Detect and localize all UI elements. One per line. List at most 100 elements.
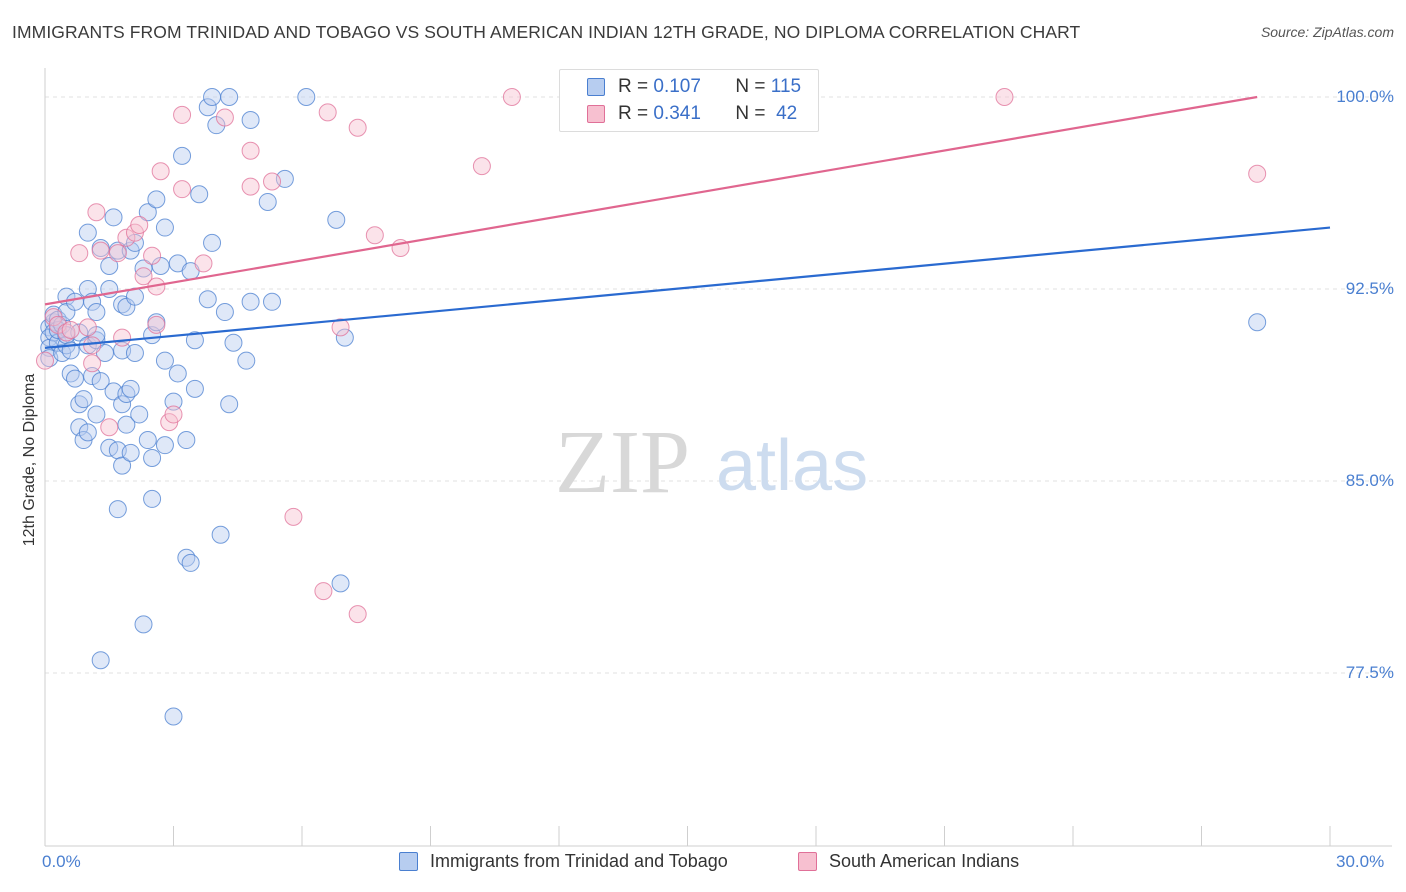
point-trinidad-tobago (74, 390, 93, 409)
point-south-american-indian (215, 108, 234, 127)
point-south-american-indian (348, 118, 367, 137)
point-south-american-indian (91, 241, 110, 260)
point-trinidad-tobago (185, 331, 204, 350)
y-tick-label: 77.5% (1345, 663, 1394, 682)
bottom-legend-label-series1: Immigrants from Trinidad and Tobago (430, 851, 728, 871)
point-south-american-indian (113, 328, 132, 347)
point-trinidad-tobago (91, 372, 110, 391)
x-tick-label-min: 0.0% (42, 852, 81, 871)
bottom-legend-swatch-blue (399, 852, 418, 871)
point-trinidad-tobago (83, 367, 102, 386)
point-trinidad-tobago (173, 146, 192, 165)
point-south-american-indian (284, 507, 303, 526)
point-trinidad-tobago (138, 431, 157, 450)
legend-swatch-blue (587, 78, 605, 96)
point-trinidad-tobago (198, 290, 217, 309)
source-label: Source: ZipAtlas.com (1260, 24, 1394, 40)
legend-n-label: N = (735, 76, 766, 97)
point-south-american-indian (365, 226, 384, 245)
point-trinidad-tobago (65, 369, 84, 388)
point-south-american-indian (263, 172, 282, 191)
point-trinidad-tobago (134, 615, 153, 634)
point-south-american-indian (318, 103, 337, 122)
point-trinidad-tobago (185, 379, 204, 398)
point-trinidad-tobago (263, 292, 282, 311)
point-trinidad-tobago (215, 303, 234, 322)
point-trinidad-tobago (181, 553, 200, 572)
legend-n-label: N = (735, 103, 766, 124)
point-south-american-indian (1248, 164, 1267, 183)
point-south-american-indian (472, 157, 491, 176)
point-south-american-indian (70, 244, 89, 263)
point-trinidad-tobago (177, 431, 196, 450)
point-trinidad-tobago (1248, 313, 1267, 332)
point-south-american-indian (100, 418, 119, 437)
legend-r-value: 0.341 (653, 103, 701, 124)
point-trinidad-tobago (168, 364, 187, 383)
bottom-legend-series2: South American Indians (798, 851, 1019, 872)
point-trinidad-tobago (203, 233, 222, 252)
point-trinidad-tobago (78, 423, 97, 442)
y-tick-label: 100.0% (1336, 87, 1394, 106)
point-south-american-indian (147, 315, 166, 334)
point-south-american-indian (117, 228, 136, 247)
point-trinidad-tobago (130, 405, 149, 424)
point-trinidad-tobago (164, 707, 183, 726)
point-trinidad-tobago (121, 379, 140, 398)
trendline-trinidad-tobago (44, 226, 1331, 349)
point-trinidad-tobago (164, 392, 183, 411)
point-trinidad-tobago (143, 448, 162, 467)
bottom-legend-label-series2: South American Indians (829, 851, 1020, 871)
point-trinidad-tobago (198, 98, 217, 117)
point-south-american-indian (241, 141, 260, 160)
point-trinidad-tobago (117, 415, 136, 434)
point-south-american-indian (134, 267, 153, 286)
point-trinidad-tobago (190, 185, 209, 204)
x-tick-label-max: 30.0% (1336, 852, 1385, 871)
point-trinidad-tobago (104, 208, 123, 227)
point-south-american-indian (502, 88, 521, 106)
point-trinidad-tobago (108, 500, 127, 519)
legend-n-value: 42 (776, 103, 798, 124)
point-south-american-indian (61, 320, 80, 339)
point-south-american-indian (78, 318, 97, 337)
point-trinidad-tobago (87, 303, 106, 322)
legend-r-label: R = (618, 76, 649, 97)
point-south-american-indian (173, 105, 192, 124)
point-trinidad-tobago (125, 344, 144, 362)
point-trinidad-tobago (241, 292, 260, 311)
point-south-american-indian (314, 582, 333, 601)
point-south-american-indian (87, 203, 106, 222)
point-trinidad-tobago (65, 292, 84, 311)
point-trinidad-tobago (220, 88, 239, 106)
point-south-american-indian (36, 351, 54, 370)
point-south-american-indian (194, 254, 213, 273)
point-south-american-indian (331, 318, 350, 337)
point-trinidad-tobago (331, 574, 350, 593)
legend-row-series1: R = 0.107 N = 115 (560, 74, 801, 100)
point-trinidad-tobago (78, 223, 97, 242)
point-trinidad-tobago (224, 333, 243, 352)
trendline-south-american-indian (44, 95, 1258, 306)
point-trinidad-tobago (327, 210, 346, 229)
watermark-zip: ZIP (555, 413, 690, 512)
point-trinidad-tobago (113, 456, 132, 475)
point-trinidad-tobago (220, 395, 239, 414)
bottom-legend-series1: Immigrants from Trinidad and Tobago (399, 851, 728, 872)
legend-swatch-pink (587, 105, 605, 123)
point-trinidad-tobago (155, 218, 174, 237)
point-trinidad-tobago (143, 489, 162, 508)
point-trinidad-tobago (147, 190, 166, 209)
bottom-legend-swatch-pink (798, 852, 817, 871)
point-trinidad-tobago (125, 233, 144, 252)
point-trinidad-tobago (155, 351, 174, 370)
point-trinidad-tobago (297, 88, 316, 106)
watermark: ZIP atlas (555, 413, 868, 512)
point-south-american-indian (995, 88, 1014, 106)
point-south-american-indian (173, 180, 192, 199)
point-south-american-indian (241, 177, 260, 196)
point-south-american-indian (130, 216, 149, 234)
point-trinidad-tobago (134, 259, 153, 278)
point-trinidad-tobago (138, 203, 157, 222)
